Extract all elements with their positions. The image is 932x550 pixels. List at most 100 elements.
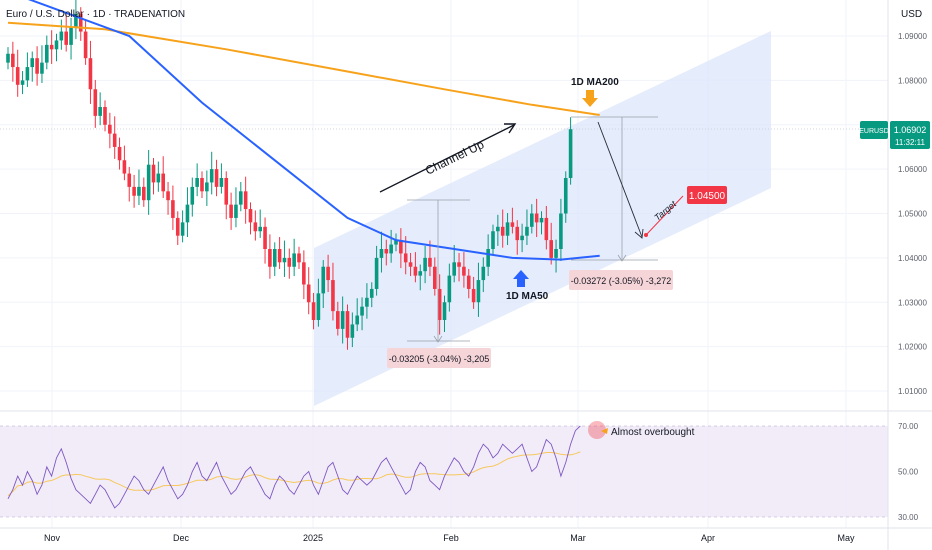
candle-body <box>200 178 204 192</box>
candle-body <box>122 160 127 174</box>
projection-arrow <box>597 121 644 239</box>
candle-body <box>510 222 515 227</box>
candle-body <box>306 284 311 303</box>
candle-body <box>263 226 267 249</box>
candle-body <box>74 13 78 28</box>
candle-body <box>437 288 442 320</box>
time-axis[interactable]: Nov Dec 2025 Feb Mar Apr May <box>44 533 855 543</box>
candle-body <box>287 257 292 267</box>
price-tick-label: 1.03000 <box>898 298 927 307</box>
candle-body <box>321 266 326 294</box>
rsi-overbought-band <box>0 426 888 517</box>
ma200-down-arrow-icon <box>582 90 598 107</box>
candle-body <box>214 169 219 187</box>
candle-body <box>292 253 296 267</box>
candle-body <box>175 217 180 236</box>
candle-body <box>185 204 190 223</box>
candle-body <box>30 58 35 68</box>
target-point <box>644 233 648 237</box>
measure-left <box>407 199 470 343</box>
ma200-line <box>7 21 600 116</box>
candle-body <box>428 257 432 267</box>
candle-body <box>433 266 437 289</box>
time-tick-label: Mar <box>570 533 586 543</box>
candle-body <box>534 213 539 223</box>
price-tick-label: 1.02000 <box>898 343 927 352</box>
candle-body <box>132 186 136 196</box>
overbought-label: Almost overbought <box>611 427 695 438</box>
candle-body <box>258 226 262 232</box>
candle-body <box>442 302 447 320</box>
candle-body <box>209 169 214 183</box>
candle-body <box>20 80 25 85</box>
rsi-axis[interactable]: 70.00 50.00 30.00 <box>898 422 919 522</box>
price-tick-label: 1.01000 <box>898 387 927 396</box>
candle-body <box>520 235 524 241</box>
measure-right <box>571 116 658 262</box>
rsi-tick-label: 30.00 <box>898 513 919 522</box>
candle-body <box>355 315 359 325</box>
candle-body <box>471 288 476 303</box>
candle-body <box>253 222 258 232</box>
candle-body <box>340 311 345 329</box>
candle-body <box>195 178 199 187</box>
candle-body <box>491 231 495 249</box>
candle-body <box>345 311 350 338</box>
candle-body <box>234 204 238 218</box>
price-tick-label: 1.05000 <box>898 210 927 219</box>
currency-label: USD <box>901 9 922 20</box>
candle-body <box>69 27 73 45</box>
ma50-callout-label: 1D MA50 <box>506 291 549 302</box>
price-tick-label: 1.04000 <box>898 254 927 263</box>
candle-body <box>423 257 427 272</box>
ma200-callout-label: 1D MA200 <box>571 77 619 88</box>
time-tick-label: Apr <box>701 533 715 543</box>
candle-body <box>78 13 83 32</box>
candle-body <box>161 173 165 192</box>
candle-body <box>500 226 505 236</box>
candle-body <box>64 31 68 45</box>
candle-body <box>505 222 510 236</box>
candle-body <box>466 275 471 289</box>
candle-body <box>350 324 355 338</box>
candle-body <box>462 266 466 276</box>
candle-body <box>54 40 59 50</box>
candle-body <box>180 222 185 236</box>
candle-body <box>302 262 306 285</box>
symbol-tag-text: EURUSD <box>859 128 889 135</box>
candle-body <box>496 226 500 232</box>
candle-body <box>45 44 49 63</box>
target-line <box>645 195 684 236</box>
candle-body <box>525 226 529 236</box>
candle-body <box>108 124 112 134</box>
candle-body <box>389 244 393 254</box>
rsi-line <box>7 425 581 509</box>
candle-body <box>559 213 563 249</box>
candle-body <box>112 133 117 147</box>
candle-body <box>399 240 403 254</box>
candle-body <box>171 200 175 218</box>
candle-body <box>166 191 170 201</box>
candle-body <box>103 107 107 125</box>
price-tag-value: 1.06902 <box>894 125 927 135</box>
candle-body <box>40 62 44 74</box>
candle-body <box>15 67 20 85</box>
candle-body <box>229 204 233 218</box>
candle-body <box>316 293 321 320</box>
candle-body <box>88 58 93 90</box>
candle-body <box>568 129 573 178</box>
candle-body <box>311 302 316 320</box>
candle-body <box>336 311 340 329</box>
candle-body <box>365 297 369 307</box>
candle-body <box>224 178 229 205</box>
candle-body <box>539 217 544 223</box>
price-axis[interactable]: 1.090001.080001.070001.060001.050001.040… <box>898 32 927 396</box>
symbol-tag <box>860 121 888 139</box>
candle-body <box>530 213 534 227</box>
channel-up-arrow <box>379 123 517 193</box>
price-tick-label: 1.08000 <box>898 76 927 85</box>
candle-body <box>360 306 364 316</box>
candle-body <box>563 178 568 214</box>
candle-body <box>239 191 243 205</box>
